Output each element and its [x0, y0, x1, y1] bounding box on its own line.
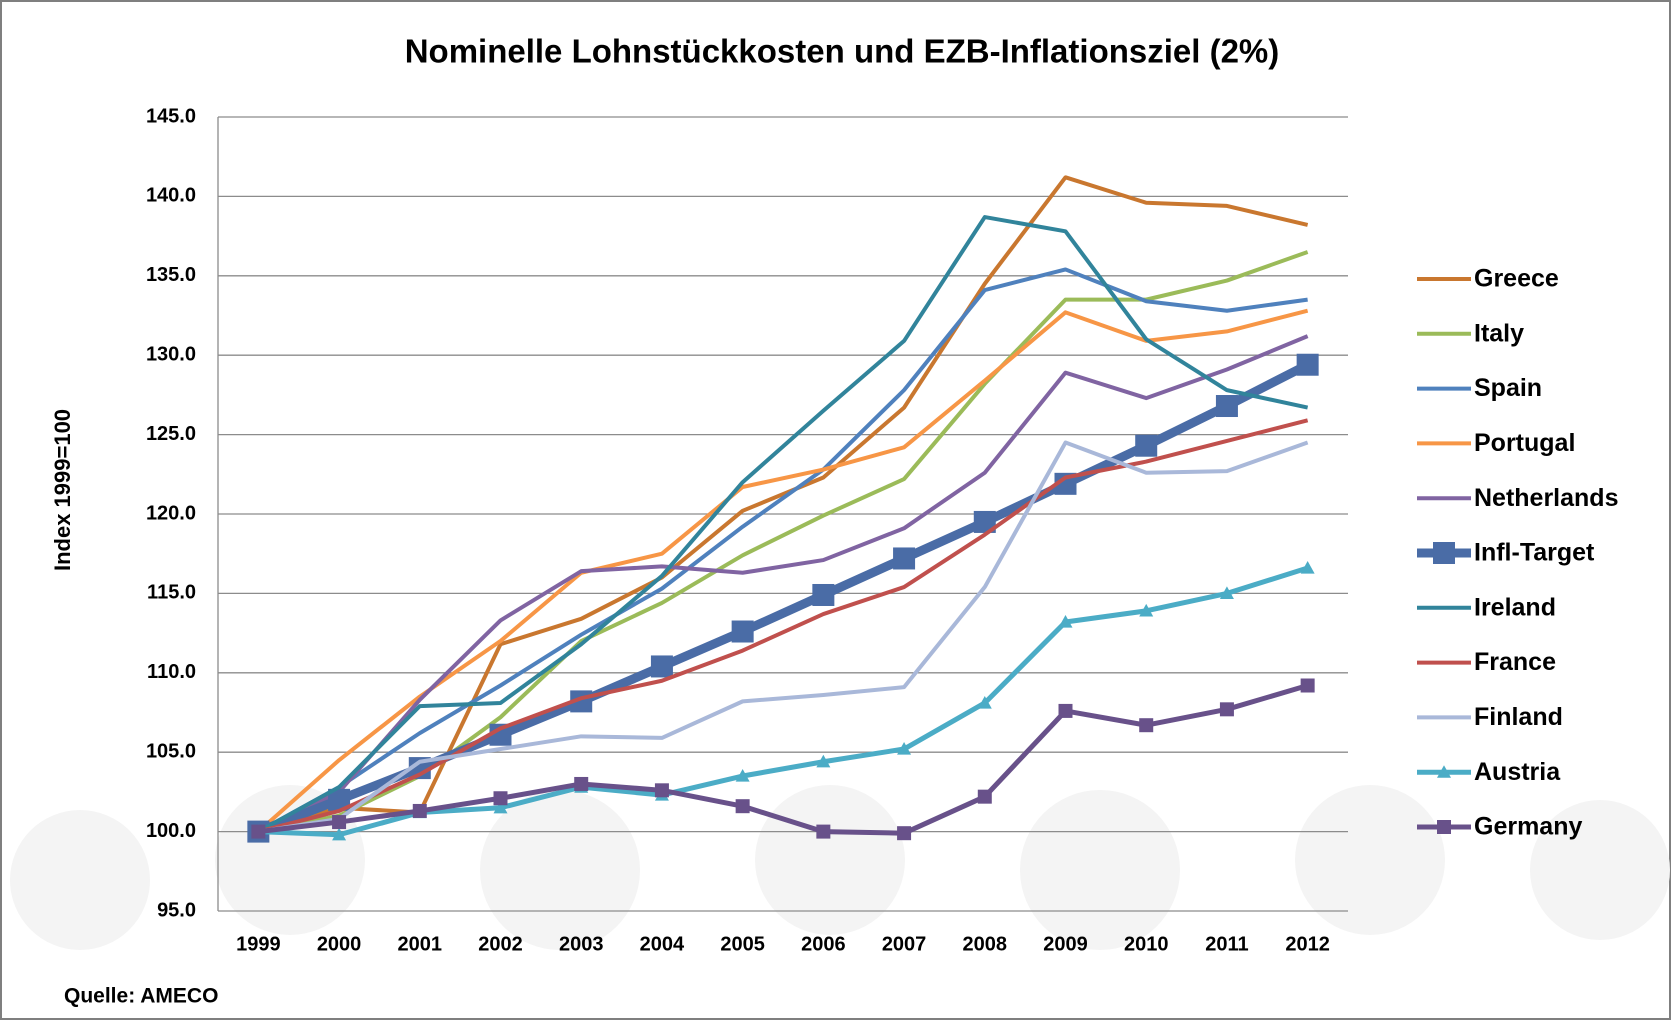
background-decoration	[10, 785, 1670, 950]
x-tick-label: 2007	[882, 933, 927, 955]
series-line	[256, 360, 1310, 836]
x-tick-label: 2003	[559, 933, 604, 955]
legend-label: France	[1474, 648, 1556, 676]
point-marker	[1437, 820, 1451, 834]
series-line	[258, 565, 1309, 838]
series	[257, 418, 1309, 834]
point-marker	[412, 803, 427, 818]
series	[251, 678, 1315, 841]
point-marker	[1139, 603, 1154, 617]
point-marker	[897, 742, 912, 755]
x-tick-label: 2009	[1043, 933, 1088, 955]
point-marker	[973, 510, 996, 533]
x-tick-label: 2001	[398, 933, 443, 955]
point-marker	[332, 815, 347, 830]
point-marker	[1215, 395, 1238, 418]
point-marker	[735, 769, 750, 782]
y-tick-label: 140.0	[146, 185, 196, 207]
point-marker	[731, 620, 754, 643]
y-tick-label: 145.0	[146, 105, 196, 127]
series-line	[258, 683, 1309, 836]
series-line	[257, 418, 1309, 834]
x-tick-label: 2012	[1285, 933, 1330, 955]
chart-title: Nominelle Lohnstückkosten und EZB-Inflat…	[405, 33, 1280, 70]
point-marker	[493, 791, 508, 806]
legend-label: Spain	[1474, 374, 1542, 402]
point-marker	[1139, 718, 1154, 733]
point-marker	[332, 827, 347, 841]
point-marker	[1058, 703, 1073, 718]
series	[257, 215, 1309, 834]
point-marker	[654, 783, 669, 798]
point-marker	[1300, 560, 1315, 574]
legend-label: Ireland	[1474, 593, 1556, 621]
point-marker	[816, 824, 831, 839]
point-marker	[735, 799, 750, 814]
legend-label: Portugal	[1474, 429, 1575, 457]
point-marker	[812, 583, 835, 606]
y-tick-label: 135.0	[146, 264, 196, 286]
x-tick-label: 2000	[317, 933, 362, 955]
point-marker	[251, 824, 266, 839]
point-marker	[1300, 678, 1315, 693]
point-marker	[897, 826, 912, 841]
series	[257, 267, 1308, 834]
point-marker	[1135, 434, 1158, 457]
legend-label: Finland	[1474, 703, 1563, 731]
y-tick-label: 125.0	[146, 423, 196, 445]
y-tick-label: 110.0	[147, 661, 196, 683]
legend-label: Austria	[1474, 758, 1561, 786]
series-line	[257, 334, 1309, 834]
point-marker	[650, 655, 673, 678]
x-tick-label: 2006	[801, 933, 846, 955]
x-tick-label: 2002	[478, 933, 523, 955]
point-marker	[328, 788, 351, 811]
legend-label: Germany	[1474, 813, 1582, 841]
series	[258, 440, 1309, 834]
y-tick-label: 115.0	[147, 582, 196, 604]
y-axis-label: Index 1999=100	[50, 409, 75, 571]
point-marker	[493, 800, 508, 814]
series-line	[257, 175, 1309, 834]
series	[257, 175, 1309, 834]
point-marker	[1219, 702, 1234, 717]
legend-label: Italy	[1474, 319, 1524, 347]
point-marker	[1296, 353, 1319, 376]
legend-label: Greece	[1474, 265, 1559, 293]
y-tick-label: 100.0	[146, 820, 196, 842]
y-tick-label: 105.0	[146, 740, 196, 762]
x-tick-label: 2004	[640, 933, 685, 955]
y-tick-label: 130.0	[146, 343, 196, 365]
series-line	[258, 440, 1309, 834]
point-marker	[1058, 614, 1073, 628]
x-tick-label: 2005	[720, 933, 765, 955]
source-note: Quelle: AMECO	[64, 985, 218, 1008]
point-marker	[1433, 542, 1455, 564]
series-line	[257, 267, 1308, 834]
point-marker	[1437, 765, 1451, 778]
x-tick-label: 2010	[1124, 933, 1169, 955]
legend-label: Infl-Target	[1474, 539, 1595, 567]
y-tick-label: 95.0	[157, 899, 196, 921]
y-tick-label: 120.0	[146, 502, 196, 524]
x-tick-label: 2008	[963, 933, 1008, 955]
point-marker	[977, 695, 992, 709]
point-marker	[816, 754, 831, 768]
point-marker	[977, 789, 992, 804]
x-tick-label: 1999	[236, 933, 281, 955]
point-marker	[1219, 586, 1234, 599]
point-marker	[893, 547, 916, 570]
legend-label: Netherlands	[1474, 484, 1618, 512]
series	[257, 334, 1309, 834]
series	[247, 353, 1319, 843]
point-marker	[574, 776, 589, 791]
series-line	[257, 215, 1309, 834]
x-tick-label: 2011	[1205, 933, 1248, 955]
